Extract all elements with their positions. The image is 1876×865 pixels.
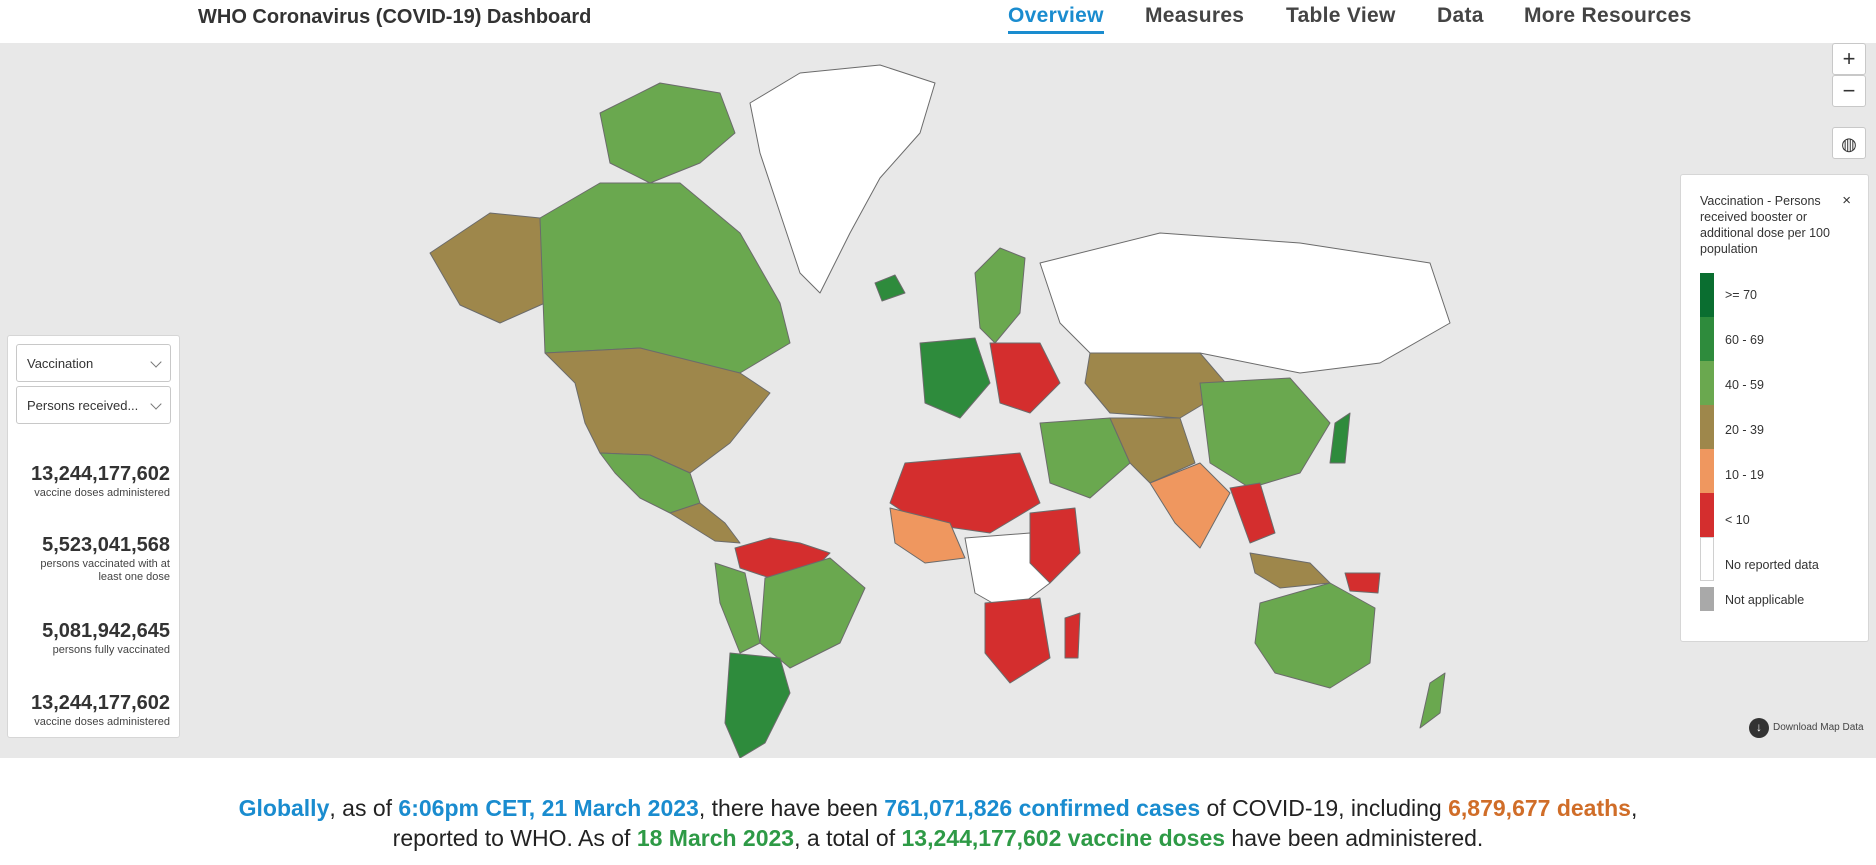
region-western-europe (919, 337, 991, 419)
chevron-down-icon (150, 398, 162, 410)
stats-panel: Vaccination Persons received... 13,244,1… (7, 335, 180, 738)
region-peru (714, 562, 761, 654)
summary-globally: Globally (238, 795, 330, 821)
region-papua (1344, 572, 1381, 594)
download-icon[interactable]: ↓ (1749, 718, 1769, 738)
nav-measures[interactable]: Measures (1145, 4, 1245, 27)
region-china (1199, 377, 1331, 489)
legend-swatch-60-69 (1700, 317, 1714, 361)
legend-label-not-applicable: Not applicable (1725, 593, 1805, 607)
legend-label-70-plus: >= 70 (1725, 288, 1757, 302)
summary-text: have been administered. (1225, 825, 1484, 851)
stat-fully-vaccinated-label: persons fully vaccinated (52, 644, 170, 656)
region-madagascar (1064, 612, 1081, 659)
global-summary: Globally, as of 6:06pm CET, 21 March 202… (0, 793, 1876, 853)
region-argentina-chile (724, 652, 791, 758)
legend-swatch-70-plus (1700, 273, 1714, 317)
summary-text: of COVID-19, including (1200, 795, 1449, 821)
submetric-dropdown[interactable]: Persons received... (16, 386, 171, 424)
region-russia (1039, 232, 1451, 374)
region-australia (1254, 582, 1376, 689)
summary-line-2: reported to WHO. As of 18 March 2023, a … (0, 823, 1876, 853)
region-southeast-asia (1229, 482, 1276, 544)
region-north-africa (889, 452, 1041, 534)
region-middle-east (1039, 417, 1131, 499)
chevron-down-icon (150, 356, 162, 368)
region-japan (1329, 412, 1351, 464)
nav-data[interactable]: Data (1437, 4, 1484, 27)
summary-text: , as of (329, 795, 399, 821)
region-scandinavia (974, 247, 1026, 344)
legend-swatch-40-59 (1700, 361, 1714, 405)
region-brazil (759, 557, 866, 669)
region-central-africa (964, 532, 1051, 614)
dashboard-title[interactable]: WHO Coronavirus (COVID-19) Dashboard (198, 6, 592, 28)
world-map[interactable]: + − ◍ Vaccination - Persons received boo… (0, 43, 1876, 758)
map-legend: Vaccination - Persons received booster o… (1680, 174, 1869, 642)
legend-swatch-not-applicable (1700, 587, 1714, 611)
metric-dropdown-value: Vaccination (27, 356, 94, 371)
top-header: WHO Coronavirus (COVID-19) Dashboard Ove… (0, 0, 1876, 43)
region-east-africa (1029, 507, 1081, 584)
summary-text: , (1630, 795, 1638, 821)
globe-icon[interactable]: ◍ (1832, 127, 1866, 159)
legend-swatch-no-data (1700, 537, 1714, 581)
legend-swatch-10-19 (1700, 449, 1714, 493)
nav-table-view[interactable]: Table View (1286, 4, 1396, 27)
legend-label-60-69: 60 - 69 (1725, 333, 1764, 347)
region-canada (539, 182, 791, 374)
region-iran-afghanistan (1109, 417, 1196, 484)
stat-doses-label: vaccine doses administered (34, 487, 170, 499)
stat-one-dose-value: 5,523,041,568 (42, 534, 170, 556)
summary-line-1: Globally, as of 6:06pm CET, 21 March 202… (0, 793, 1876, 823)
stat-doses-value: 13,244,177,602 (30, 463, 170, 485)
region-eastern-europe (989, 342, 1061, 414)
region-india (1149, 462, 1231, 549)
summary-vaccine-date: 18 March 2023 (636, 825, 795, 851)
legend-label-under-10: < 10 (1725, 513, 1750, 527)
stat-doses-2-label: vaccine doses administered (34, 716, 170, 728)
summary-vaccine-doses: 13,244,177,602 vaccine doses (901, 825, 1226, 851)
legend-label-20-39: 20 - 39 (1725, 423, 1764, 437)
nav-more-resources[interactable]: More Resources (1524, 4, 1692, 27)
summary-text: , there have been (698, 795, 885, 821)
summary-text: reported to WHO. As of (392, 825, 637, 851)
zoom-in-button[interactable]: + (1832, 43, 1866, 75)
region-west-africa (889, 507, 966, 564)
summary-confirmed-cases: 761,071,826 confirmed cases (884, 795, 1201, 821)
stat-fully-vaccinated-value: 5,081,942,645 (42, 620, 170, 642)
region-arctic-islands (599, 82, 736, 184)
legend-label-no-data: No reported data (1725, 558, 1819, 572)
stat-one-dose-label: persons vaccinated with at least one dos… (40, 558, 170, 583)
download-map-data-link[interactable]: Download Map Data (1773, 722, 1864, 733)
nav-overview[interactable]: Overview (1008, 4, 1104, 34)
legend-label-40-59: 40 - 59 (1725, 378, 1764, 392)
legend-swatch-under-10 (1700, 493, 1714, 537)
zoom-out-button[interactable]: − (1832, 75, 1866, 107)
region-southern-africa (984, 597, 1051, 684)
summary-deaths: 6,879,677 deaths (1448, 795, 1631, 821)
choropleth-map[interactable] (0, 43, 1876, 758)
region-greenland (749, 64, 936, 294)
region-new-zealand (1419, 672, 1446, 729)
summary-date: 6:06pm CET, 21 March 2023 (398, 795, 699, 821)
legend-label-10-19: 10 - 19 (1725, 468, 1764, 482)
stat-doses-2-value: 13,244,177,602 (30, 692, 170, 714)
region-iceland (874, 274, 906, 302)
region-indonesia (1249, 552, 1331, 589)
legend-close-button[interactable]: × (1842, 192, 1851, 209)
summary-text: , a total of (794, 825, 902, 851)
metric-dropdown[interactable]: Vaccination (16, 344, 171, 382)
region-alaska (429, 212, 546, 324)
legend-title: Vaccination - Persons received booster o… (1700, 194, 1830, 256)
legend-swatch-20-39 (1700, 405, 1714, 449)
region-central-america (669, 502, 741, 544)
submetric-dropdown-value: Persons received... (27, 398, 139, 413)
